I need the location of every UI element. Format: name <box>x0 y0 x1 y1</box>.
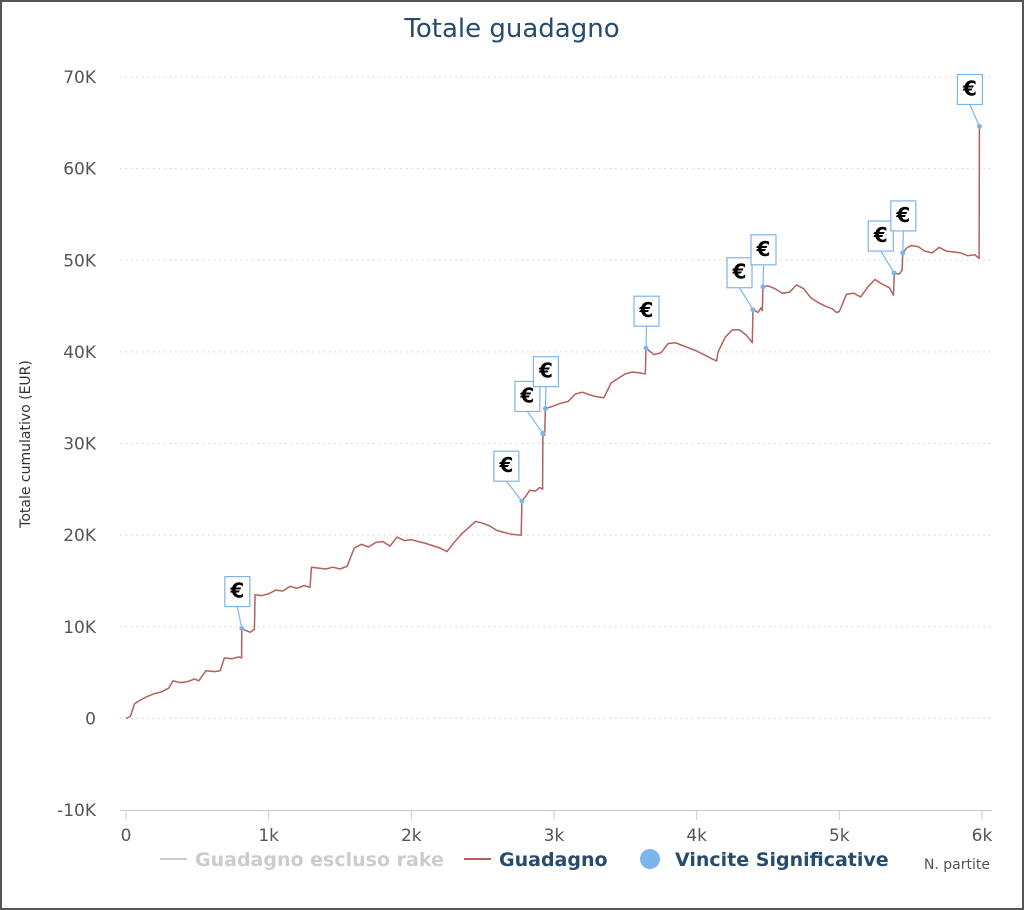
vincita-point <box>900 250 906 256</box>
euro-symbol: € <box>639 298 654 322</box>
flag-connector <box>880 250 895 274</box>
vincita-point <box>976 123 982 129</box>
legend-symbol <box>640 849 660 869</box>
flag-connector <box>505 480 523 502</box>
vincita-point <box>643 345 649 351</box>
x-tick-label: 3k <box>544 826 565 846</box>
y-tick-label: 0 <box>85 709 96 729</box>
vincita-flag[interactable]: € <box>493 450 525 504</box>
y-tick-label: 10K <box>63 618 97 638</box>
chart-title: Totale guadagno <box>403 14 619 44</box>
flag-connector <box>645 326 648 349</box>
vincita-flag[interactable]: € <box>867 220 897 276</box>
flag-connector <box>762 264 765 287</box>
vincita-flag[interactable]: € <box>514 380 546 436</box>
flag-box <box>750 234 777 266</box>
legend-item-guadagno[interactable]: Guadagno <box>464 849 608 871</box>
y-axis-label: Totale cumulativo (EUR) <box>18 360 34 529</box>
x-axis-label: N. partite <box>924 857 990 873</box>
flag-box <box>956 73 984 106</box>
flag-connector <box>236 606 243 629</box>
x-tick-label: 0 <box>121 826 132 846</box>
y-tick-label: -10K <box>57 801 97 821</box>
guadagno-line <box>125 126 981 720</box>
euro-symbol: € <box>962 76 977 100</box>
euro-symbol: € <box>732 260 747 284</box>
flag-connector <box>739 287 754 311</box>
euro-symbol: € <box>229 579 244 603</box>
x-tick-label: 4k <box>686 826 707 846</box>
x-tick-label: 2k <box>401 826 422 846</box>
x-tick-label: 5k <box>829 826 850 846</box>
x-tick-label: 1k <box>258 826 279 846</box>
y-tick-label: 20K <box>63 526 97 546</box>
euro-symbol: € <box>498 453 513 477</box>
vincita-flag[interactable]: € <box>633 295 660 351</box>
euro-symbol: € <box>519 383 534 407</box>
vincita-point <box>750 307 756 313</box>
y-tick-label: 50K <box>63 251 97 271</box>
flag-connector <box>544 386 547 409</box>
vincita-point <box>542 406 548 412</box>
legend-item-escluso-rake[interactable]: Guadagno escluso rake <box>160 849 444 871</box>
series-guadagno <box>125 126 981 720</box>
vincita-point <box>519 498 525 504</box>
vincita-point <box>760 284 766 290</box>
euro-symbol: € <box>756 237 771 261</box>
y-tick-label: 60K <box>63 160 97 180</box>
vincita-flag[interactable]: € <box>890 200 917 256</box>
flag-box <box>493 450 520 482</box>
flag-connector <box>902 230 904 253</box>
legend-item-vincite[interactable]: Vincite Significative <box>640 849 889 871</box>
euro-symbol: € <box>538 359 553 383</box>
flag-box <box>890 200 917 232</box>
legend-label: Guadagno <box>499 849 608 871</box>
euro-symbol: € <box>873 223 888 247</box>
vincita-point <box>891 270 897 276</box>
flag-box <box>633 295 660 327</box>
series-vincite-significative: €€€€€€€€€€ <box>224 73 984 632</box>
vincita-point <box>239 626 245 632</box>
vincita-flag[interactable]: € <box>532 356 560 412</box>
legend: Guadagno escluso rake Guadagno Vincite Sig… <box>160 849 889 871</box>
flag-connector <box>526 411 544 434</box>
euro-symbol: € <box>895 203 910 227</box>
flag-box <box>532 356 560 388</box>
legend-label: Vincite Significative <box>675 849 889 871</box>
flag-box <box>726 257 753 289</box>
grid-lines <box>120 76 992 719</box>
flag-box <box>867 220 894 252</box>
vincita-point <box>540 430 546 436</box>
y-tick-label: 70K <box>63 68 97 88</box>
y-tick-label: 30K <box>63 435 97 455</box>
y-axis-ticks: -10K 0 10K 20K 30K 40K 50K 60K 70K <box>57 68 97 821</box>
vincita-flag[interactable]: € <box>956 73 984 129</box>
y-tick-label: 40K <box>63 343 97 363</box>
x-axis: 0 1k 2k 3k 4k 5k 6k <box>120 810 992 846</box>
flag-connector <box>969 104 980 127</box>
flag-box <box>224 575 251 608</box>
vincita-flag[interactable]: € <box>726 257 756 313</box>
vincita-flag[interactable]: € <box>224 575 251 632</box>
vincita-flag[interactable]: € <box>750 234 777 290</box>
legend-label: Guadagno escluso rake <box>195 849 444 871</box>
x-tick-label: 6k <box>972 826 993 846</box>
